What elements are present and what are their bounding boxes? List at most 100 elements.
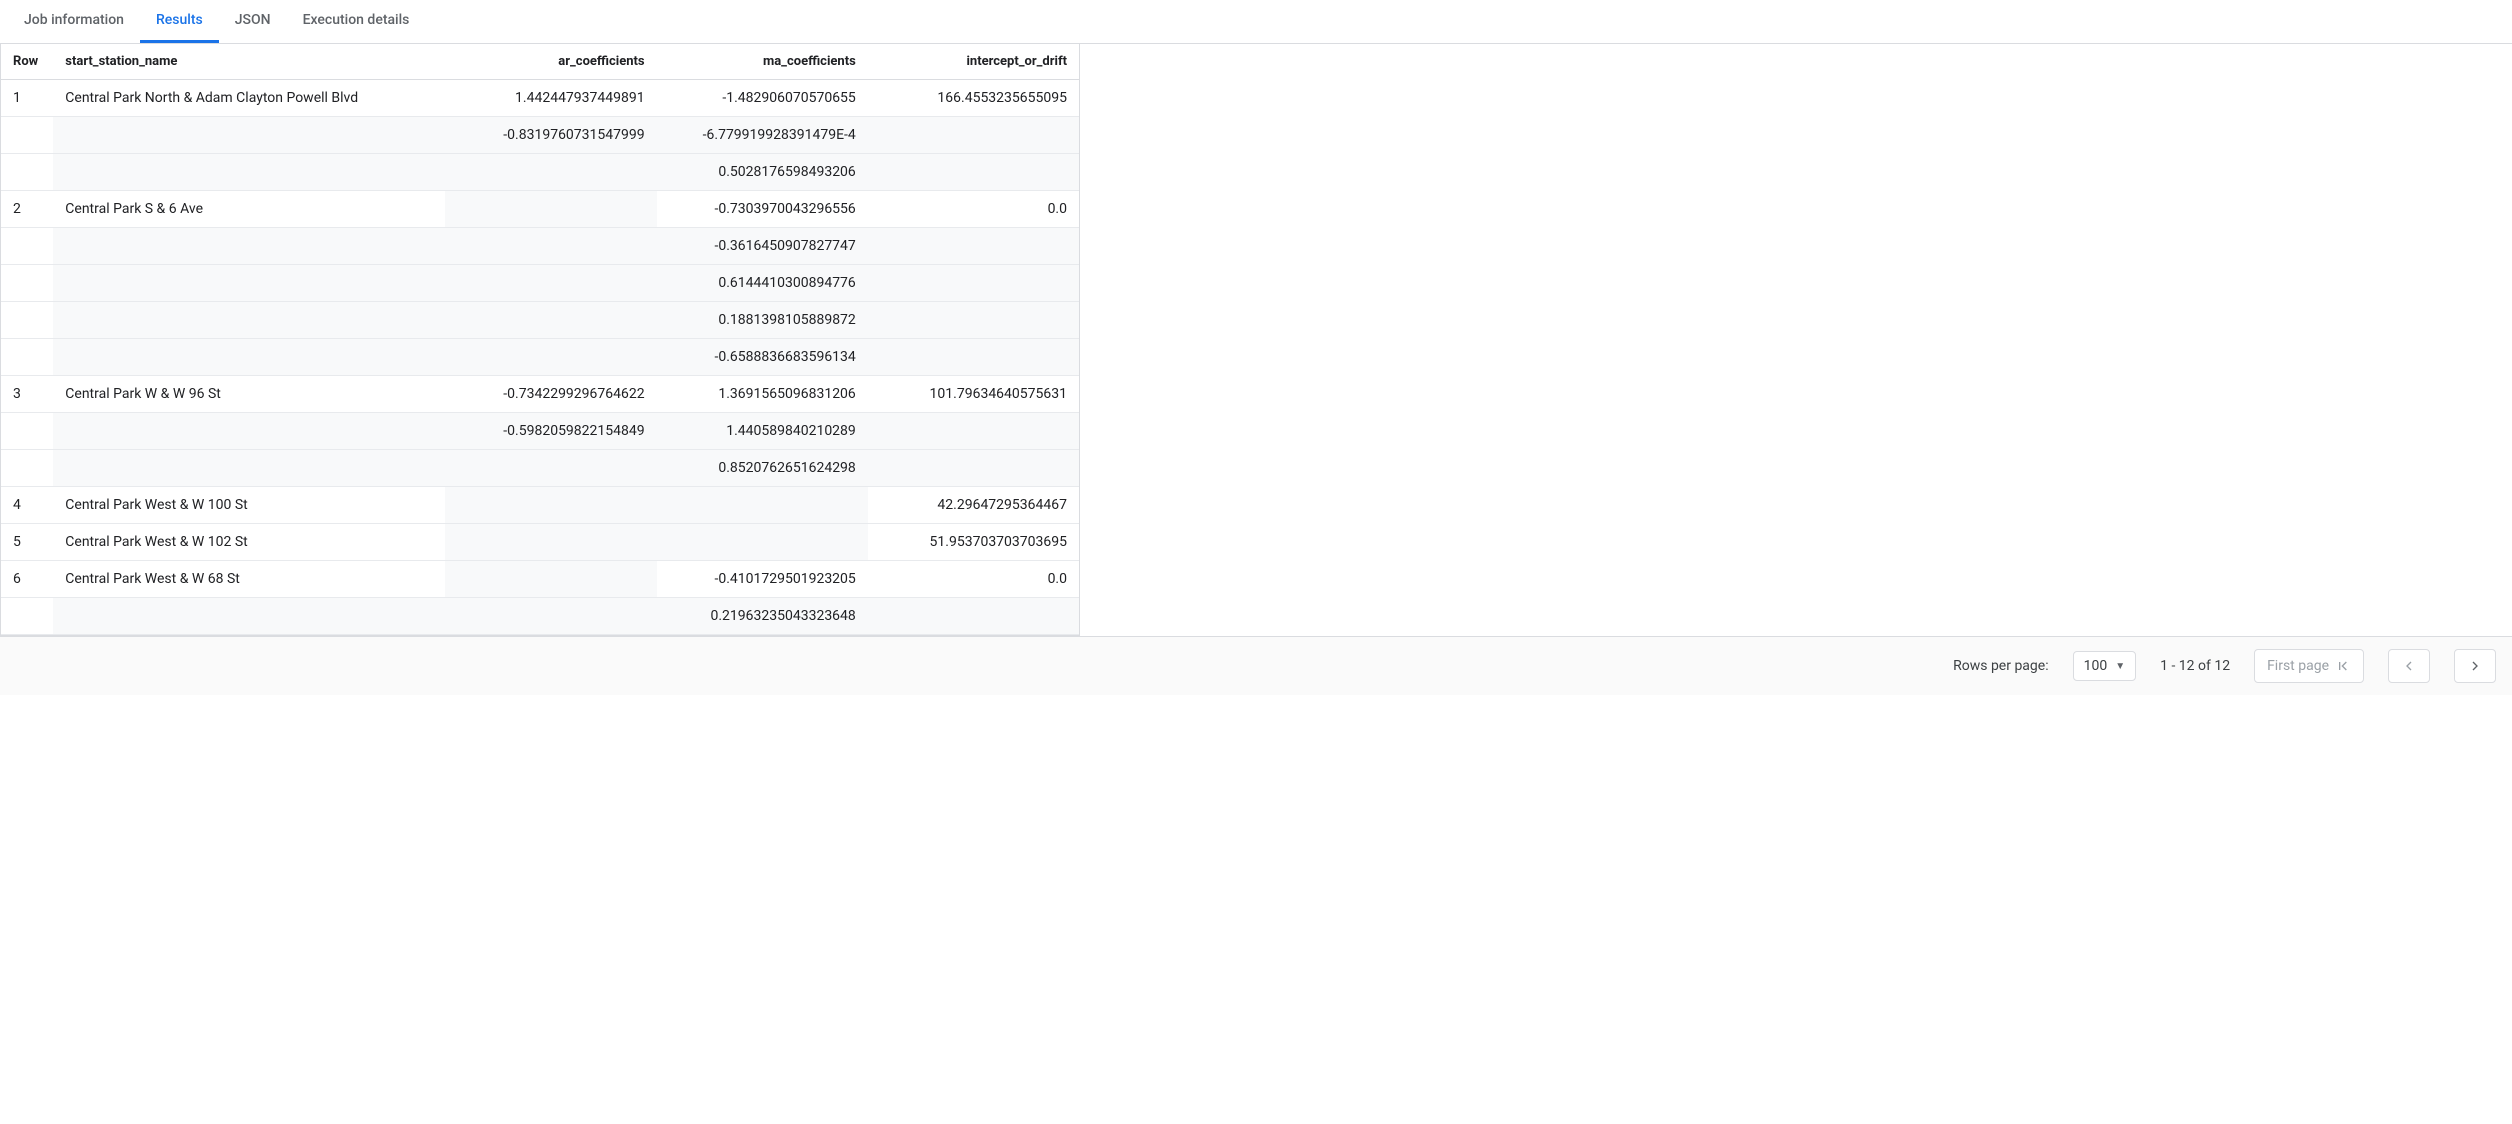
prev-page-button[interactable] — [2388, 649, 2430, 683]
cell-ar-coefficient: -0.7342299296764622 — [445, 376, 656, 413]
cell-ma-coefficient: 1.3691565096831206 — [657, 376, 868, 413]
cell-row-index — [1, 413, 53, 450]
cell-start-station-name — [53, 302, 445, 339]
cell-ma-coefficient: -1.482906070570655 — [657, 80, 868, 117]
table-row: 5Central Park West & W 102 St51.95370370… — [1, 524, 1079, 561]
col-header-ma-coefficients[interactable]: ma_coefficients — [657, 44, 868, 80]
cell-ma-coefficient: 0.5028176598493206 — [657, 154, 868, 191]
cell-row-index — [1, 228, 53, 265]
cell-start-station-name: Central Park West & W 100 St — [53, 487, 445, 524]
table-row: -0.59820598221548491.440589840210289 — [1, 413, 1079, 450]
pagination-range: 1 - 12 of 12 — [2160, 658, 2230, 674]
query-results-panel: Job informationResultsJSONExecution deta… — [0, 0, 2512, 695]
cell-intercept-or-drift — [868, 302, 1079, 339]
cell-row-index: 6 — [1, 561, 53, 598]
cell-start-station-name: Central Park S & 6 Ave — [53, 191, 445, 228]
table-row: 3Central Park W & W 96 St-0.734229929676… — [1, 376, 1079, 413]
cell-ar-coefficient — [445, 228, 656, 265]
table-row: 6Central Park West & W 68 St -0.410172950… — [1, 561, 1079, 598]
table-row: 0.8520762651624298 — [1, 450, 1079, 487]
first-page-label: First page — [2267, 658, 2329, 674]
cell-row-index — [1, 450, 53, 487]
cell-start-station-name: Central Park West & W 68 St — [53, 561, 445, 598]
cell-ma-coefficient — [657, 487, 868, 524]
cell-ma-coefficient: 0.8520762651624298 — [657, 450, 868, 487]
cell-intercept-or-drift: 42.29647295364467 — [868, 487, 1079, 524]
cell-ma-coefficient: -0.3616450907827747 — [657, 228, 868, 265]
cell-ar-coefficient: 1.442447937449891 — [445, 80, 656, 117]
cell-ar-coefficient — [445, 265, 656, 302]
cell-ma-coefficient — [657, 524, 868, 561]
cell-start-station-name — [53, 154, 445, 191]
table-row: 0.21963235043323648 — [1, 598, 1079, 635]
cell-intercept-or-drift — [868, 450, 1079, 487]
next-page-button[interactable] — [2454, 649, 2496, 683]
cell-row-index — [1, 339, 53, 376]
cell-intercept-or-drift — [868, 265, 1079, 302]
tab-execution-details[interactable]: Execution details — [287, 0, 426, 43]
cell-intercept-or-drift — [868, 228, 1079, 265]
cell-ar-coefficient: -0.8319760731547999 — [445, 117, 656, 154]
cell-ma-coefficient: 0.1881398105889872 — [657, 302, 868, 339]
table-row: 4Central Park West & W 100 St42.29647295… — [1, 487, 1079, 524]
cell-intercept-or-drift — [868, 117, 1079, 154]
results-table-wrap: Row start_station_name ar_coefficients m… — [0, 44, 1080, 636]
cell-start-station-name — [53, 228, 445, 265]
cell-ma-coefficient: -0.7303970043296556 — [657, 191, 868, 228]
cell-intercept-or-drift: 166.4553235655095 — [868, 80, 1079, 117]
cell-ar-coefficient — [445, 450, 656, 487]
cell-ar-coefficient — [445, 524, 656, 561]
table-header-row: Row start_station_name ar_coefficients m… — [1, 44, 1079, 80]
cell-intercept-or-drift: 51.953703703703695 — [868, 524, 1079, 561]
rows-per-page-select[interactable]: 100 ▼ — [2073, 651, 2137, 681]
cell-start-station-name — [53, 598, 445, 635]
first-page-icon — [2335, 658, 2351, 674]
col-header-intercept-or-drift[interactable]: intercept_or_drift — [868, 44, 1079, 80]
cell-ar-coefficient — [445, 487, 656, 524]
cell-ma-coefficient: 1.440589840210289 — [657, 413, 868, 450]
table-row: -0.6588836683596134 — [1, 339, 1079, 376]
cell-row-index — [1, 154, 53, 191]
cell-ma-coefficient: -6.779919928391479E-4 — [657, 117, 868, 154]
table-row: -0.8319760731547999-6.779919928391479E-4 — [1, 117, 1079, 154]
col-header-row[interactable]: Row — [1, 44, 53, 80]
tab-results[interactable]: Results — [140, 0, 219, 43]
cell-row-index — [1, 265, 53, 302]
tabs-bar: Job informationResultsJSONExecution deta… — [0, 0, 2512, 44]
cell-row-index — [1, 598, 53, 635]
col-header-start-station-name[interactable]: start_station_name — [53, 44, 445, 80]
cell-start-station-name — [53, 450, 445, 487]
table-row: 0.5028176598493206 — [1, 154, 1079, 191]
cell-ar-coefficient — [445, 302, 656, 339]
cell-start-station-name — [53, 413, 445, 450]
cell-ar-coefficient — [445, 154, 656, 191]
cell-ar-coefficient — [445, 339, 656, 376]
cell-ar-coefficient — [445, 598, 656, 635]
col-header-ar-coefficients[interactable]: ar_coefficients — [445, 44, 656, 80]
table-row: 0.1881398105889872 — [1, 302, 1079, 339]
cell-start-station-name — [53, 117, 445, 154]
cell-start-station-name — [53, 339, 445, 376]
pagination-footer: Rows per page: 100 ▼ 1 - 12 of 12 First … — [0, 636, 2512, 695]
cell-intercept-or-drift: 0.0 — [868, 191, 1079, 228]
table-row: -0.3616450907827747 — [1, 228, 1079, 265]
cell-ma-coefficient: -0.4101729501923205 — [657, 561, 868, 598]
tab-json[interactable]: JSON — [219, 0, 287, 43]
cell-intercept-or-drift — [868, 598, 1079, 635]
cell-ar-coefficient — [445, 561, 656, 598]
rows-per-page-value: 100 — [2084, 658, 2108, 674]
cell-row-index: 5 — [1, 524, 53, 561]
cell-intercept-or-drift: 101.79634640575631 — [868, 376, 1079, 413]
cell-row-index — [1, 117, 53, 154]
cell-start-station-name — [53, 265, 445, 302]
cell-row-index: 3 — [1, 376, 53, 413]
first-page-button[interactable]: First page — [2254, 649, 2364, 683]
tab-job-information[interactable]: Job information — [8, 0, 140, 43]
cell-ar-coefficient: -0.5982059822154849 — [445, 413, 656, 450]
cell-intercept-or-drift — [868, 413, 1079, 450]
dropdown-caret-icon: ▼ — [2115, 661, 2125, 672]
rows-per-page-label: Rows per page: — [1953, 658, 2048, 674]
cell-row-index: 1 — [1, 80, 53, 117]
cell-row-index: 2 — [1, 191, 53, 228]
results-table: Row start_station_name ar_coefficients m… — [1, 44, 1079, 635]
